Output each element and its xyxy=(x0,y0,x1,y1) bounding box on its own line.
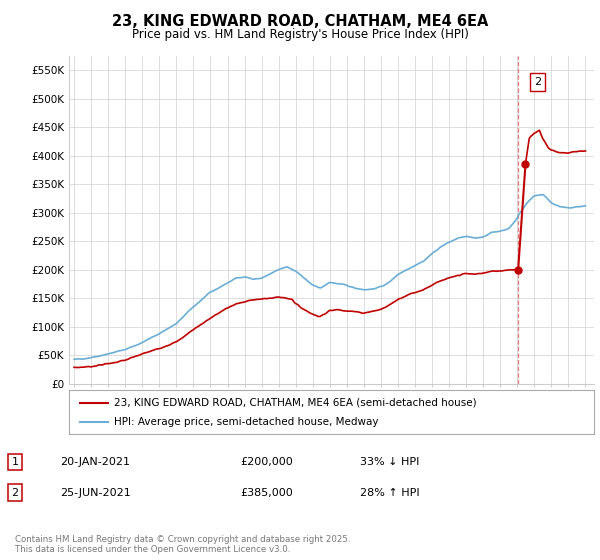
Text: Contains HM Land Registry data © Crown copyright and database right 2025.
This d: Contains HM Land Registry data © Crown c… xyxy=(15,535,350,554)
Text: 1: 1 xyxy=(11,457,19,467)
Text: 23, KING EDWARD ROAD, CHATHAM, ME4 6EA: 23, KING EDWARD ROAD, CHATHAM, ME4 6EA xyxy=(112,14,488,29)
Text: Price paid vs. HM Land Registry's House Price Index (HPI): Price paid vs. HM Land Registry's House … xyxy=(131,28,469,41)
Text: 33% ↓ HPI: 33% ↓ HPI xyxy=(360,457,419,467)
Text: 2: 2 xyxy=(534,77,541,87)
Text: 23, KING EDWARD ROAD, CHATHAM, ME4 6EA (semi-detached house): 23, KING EDWARD ROAD, CHATHAM, ME4 6EA (… xyxy=(113,398,476,408)
Text: 28% ↑ HPI: 28% ↑ HPI xyxy=(360,488,419,498)
Text: 20-JAN-2021: 20-JAN-2021 xyxy=(60,457,130,467)
Text: £200,000: £200,000 xyxy=(240,457,293,467)
Text: £385,000: £385,000 xyxy=(240,488,293,498)
Text: HPI: Average price, semi-detached house, Medway: HPI: Average price, semi-detached house,… xyxy=(113,417,378,427)
Text: 25-JUN-2021: 25-JUN-2021 xyxy=(60,488,131,498)
Text: 2: 2 xyxy=(11,488,19,498)
